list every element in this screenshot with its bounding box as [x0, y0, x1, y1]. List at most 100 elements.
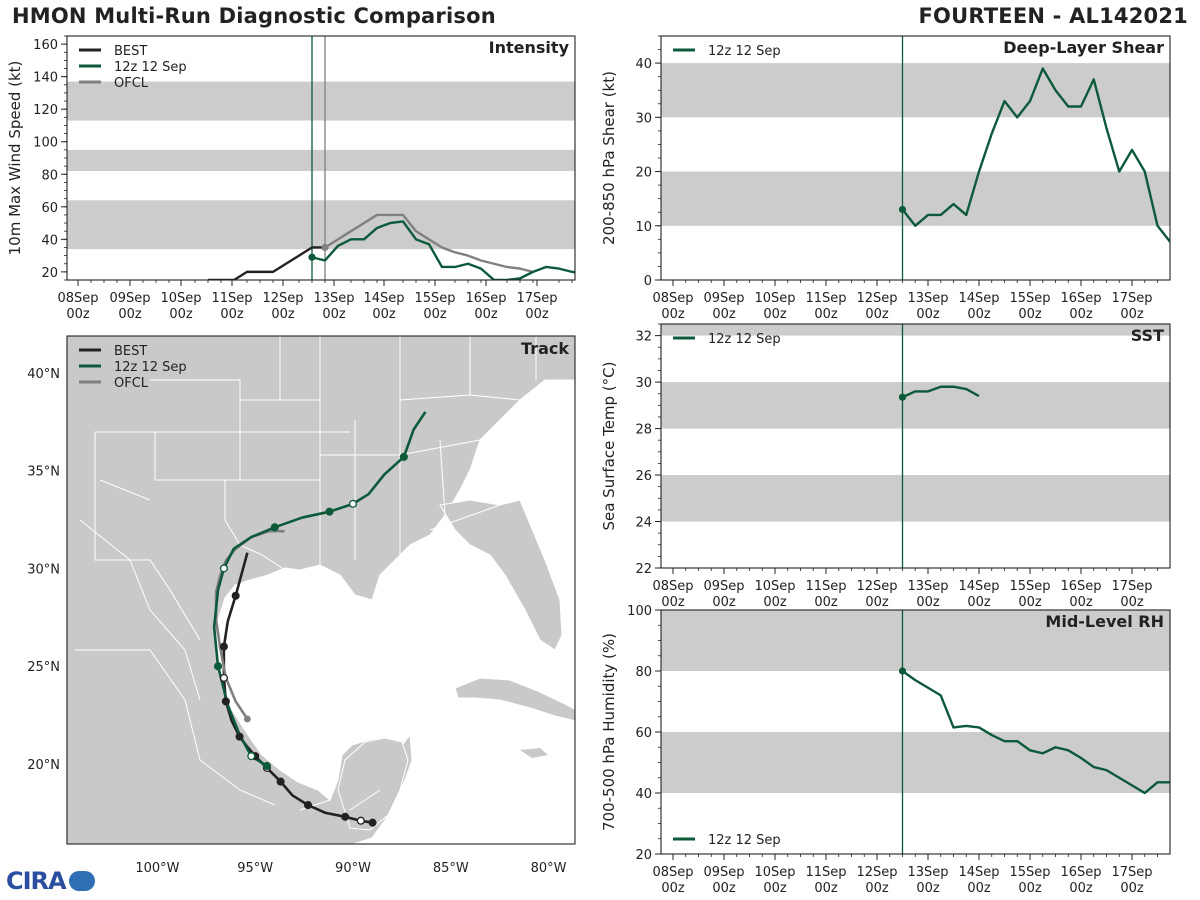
- track-12z-12-sep: [212, 411, 427, 768]
- rh-xtick-label-hour: 00z: [1069, 881, 1093, 896]
- sst-xtick-label-day: 16Sep: [1060, 579, 1101, 594]
- track-position-marker: [221, 697, 230, 706]
- sst-ytick-label: 30: [635, 376, 652, 391]
- intensity-xtick-label-day: 09Sep: [109, 291, 150, 306]
- intensity-xtick-label-day: 11Sep: [211, 291, 252, 306]
- sst-xtick-label-day: 14Sep: [958, 579, 999, 594]
- sst-xtick-label-day: 12Sep: [856, 579, 897, 594]
- track-lines: [212, 411, 427, 827]
- track-position-marker: [399, 452, 408, 461]
- intensity-ytick-label: 40: [41, 233, 58, 248]
- track-lon-label: 95°W: [237, 861, 273, 876]
- intensity-series-start-marker: [321, 243, 329, 252]
- yucatan-land: [337, 737, 409, 831]
- track-position-marker: [270, 523, 279, 532]
- shear-xtick-label-hour: 00z: [814, 307, 838, 322]
- rh-xtick-label-day: 16Sep: [1060, 865, 1101, 880]
- intensity-ytick-label: 80: [41, 168, 58, 183]
- borders: [75, 336, 537, 811]
- intensity-xtick-label-hour: 00z: [423, 307, 447, 322]
- rh-xtick-label-hour: 00z: [865, 881, 889, 896]
- track-position-marker: [341, 812, 350, 821]
- sst-xtick-label-hour: 00z: [1018, 595, 1042, 610]
- intensity-ytick-label: 100: [33, 136, 58, 151]
- sst-title: SST: [1131, 326, 1164, 345]
- sst-xtick-label-hour: 00z: [661, 595, 685, 610]
- rh-ytick-label: 100: [627, 604, 652, 619]
- rh-ytick-label: 20: [635, 848, 652, 863]
- sst-xtick-label-day: 17Sep: [1111, 579, 1152, 594]
- intensity-band-1: [67, 149, 575, 172]
- sst-xtick-label-day: 15Sep: [1009, 579, 1050, 594]
- intensity-xtick-label-hour: 00z: [474, 307, 498, 322]
- shear-xtick-label-day: 14Sep: [958, 291, 999, 306]
- shear-xtick-label-day: 16Sep: [1060, 291, 1101, 306]
- intensity-xtick-label-hour: 00z: [372, 307, 396, 322]
- shear-xtick-label-hour: 00z: [967, 307, 991, 322]
- track-position-marker: [235, 732, 244, 741]
- sst-xtick-label-hour: 00z: [916, 595, 940, 610]
- track-lon-label: 80°W: [531, 861, 567, 876]
- rh-legend-label: 12z 12 Sep: [708, 833, 781, 848]
- rh-xtick-label-hour: 00z: [814, 881, 838, 896]
- shear-ytick-label: 10: [635, 220, 652, 235]
- cira-logo-icon: CIRA: [6, 866, 95, 896]
- shear-xtick-label-hour: 00z: [763, 307, 787, 322]
- logo-badge-icon: [68, 871, 95, 891]
- sst-band-2: [661, 324, 1170, 336]
- rh-xtick-label-day: 10Sep: [754, 865, 795, 880]
- track-position-marker: [213, 662, 223, 671]
- track-lat-label: 40°N: [27, 367, 60, 382]
- track-lat-label: 20°N: [27, 758, 60, 773]
- intensity-xtick-label-day: 15Sep: [414, 291, 455, 306]
- track-map-panel: 100°W 95°W 90°W 85°W 80°W 20°N 25°N 30°N 35°N 40°…: [27, 335, 576, 876]
- rh-xtick-label-day: 17Sep: [1111, 865, 1152, 880]
- track-position-marker: [247, 752, 256, 761]
- intensity-ytick-label: 60: [41, 201, 58, 216]
- intensity-band-2: [67, 81, 575, 121]
- intensity-xtick-label-day: 17Sep: [516, 291, 557, 306]
- track-position-marker: [219, 642, 228, 651]
- sst-xtick-label-day: 11Sep: [805, 579, 846, 594]
- intensity-plot-area: [67, 36, 575, 280]
- rh-series-12z-12-sep: [901, 670, 1170, 795]
- intensity-series-ofcl: [324, 213, 534, 274]
- sst-band-0: [661, 475, 1170, 522]
- shear-xtick-label-day: 12Sep: [856, 291, 897, 306]
- track-position-marker: [356, 816, 365, 825]
- sst-xtick-label-hour: 00z: [1120, 595, 1144, 610]
- sst-legend-label: 12z 12 Sep: [708, 332, 781, 347]
- rh-xtick-label-hour: 00z: [661, 881, 685, 896]
- intensity-xtick-label-hour: 00z: [322, 307, 346, 322]
- shear-ytick-label: 20: [635, 166, 652, 181]
- shear-xtick-label-day: 13Sep: [907, 291, 948, 306]
- track-lat-label: 35°N: [27, 465, 60, 480]
- intensity-xtick-label-hour: 00z: [220, 307, 244, 322]
- track-lon-label: 85°W: [433, 861, 469, 876]
- sst-ylabel: Sea Surface Temp (°C): [600, 361, 618, 530]
- intensity-xtick-label-hour: 00z: [66, 307, 90, 322]
- sst-series-start-marker: [898, 393, 907, 401]
- sst-xtick-label-hour: 00z: [763, 595, 787, 610]
- rh-xtick-label-hour: 00z: [916, 881, 940, 896]
- rh-xtick-label-hour: 00z: [763, 881, 787, 896]
- track-position-marker: [219, 564, 228, 573]
- shear-ytick-label: 40: [635, 57, 652, 72]
- track-position-marker: [231, 591, 240, 600]
- shear-band-1: [661, 63, 1170, 118]
- track-frame: [66, 335, 576, 845]
- intensity-legend-label: 12z 12 Sep: [114, 60, 187, 75]
- intensity-xtick-label-hour: 00z: [118, 307, 142, 322]
- track-legend-label: OFCL: [114, 376, 149, 391]
- intensity-xtick-label-hour: 00z: [169, 307, 193, 322]
- intensity-xtick-label-day: 13Sep: [313, 291, 354, 306]
- intensity-ytick-label: 120: [33, 103, 58, 118]
- intensity-ylabel: 10m Max Wind Speed (kt): [6, 61, 24, 256]
- figure-title: HMON Multi-Run Diagnostic Comparison: [12, 4, 496, 28]
- shear-ytick-label: 0: [644, 274, 652, 289]
- rh-xtick-label-day: 09Sep: [703, 865, 744, 880]
- florida-land: [439, 499, 563, 651]
- track-position-marker: [325, 507, 334, 516]
- track-position-marker: [303, 801, 313, 810]
